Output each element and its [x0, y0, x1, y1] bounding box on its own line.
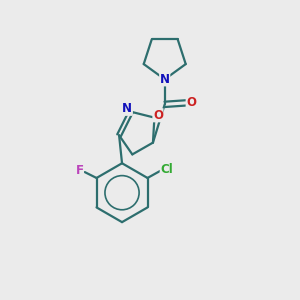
Text: O: O	[153, 109, 163, 122]
Text: N: N	[122, 102, 132, 115]
Text: F: F	[76, 164, 83, 177]
Text: N: N	[160, 73, 170, 86]
Text: Cl: Cl	[160, 163, 173, 176]
Text: O: O	[186, 96, 196, 110]
